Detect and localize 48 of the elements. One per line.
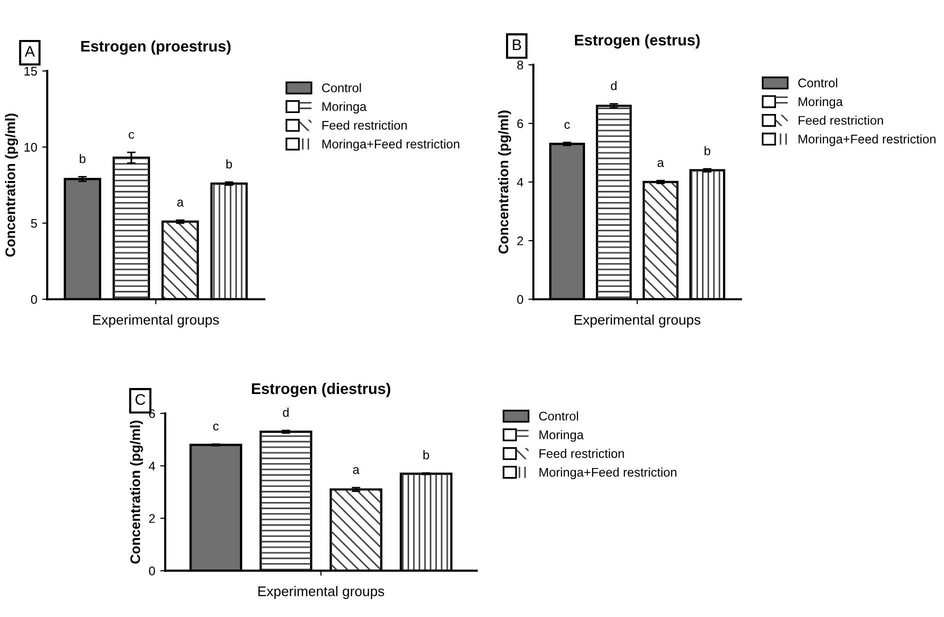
y-tick-label: 8 xyxy=(517,60,524,70)
data-label: d xyxy=(282,408,289,417)
legend-label: Control xyxy=(798,78,838,88)
y-tick-label: 0 xyxy=(517,295,524,304)
y-tick-label: 0 xyxy=(149,566,155,576)
chart-title: Estrogen (proestrus) xyxy=(81,40,231,55)
data-label: b xyxy=(80,154,86,164)
legend-label: Feed restriction xyxy=(798,116,884,125)
legend-label: Feed restriction xyxy=(322,120,407,130)
data-label: c xyxy=(564,122,570,129)
x-axis-title: Experimental groups xyxy=(574,314,700,328)
x-axis-title: Experimental groups xyxy=(258,586,384,599)
legend-label: Moringa xyxy=(322,102,367,114)
data-label: b xyxy=(704,146,710,156)
data-label: c xyxy=(213,424,219,430)
y-axis-title: Concentration (pg/ml) xyxy=(130,420,143,564)
text: B xyxy=(512,39,522,50)
y-tick-label: 6 xyxy=(517,119,524,128)
y-axis-title: Concentration (pg/ml) xyxy=(498,110,512,254)
y-tick-label: 10 xyxy=(24,142,37,152)
text: A xyxy=(24,46,35,57)
legend-label: Feed restriction xyxy=(540,448,624,458)
y-tick-label: 4 xyxy=(516,178,524,187)
y-tick-label: 15 xyxy=(24,66,37,76)
legend-label: Moringa+Feed restriction xyxy=(798,134,936,146)
chart-title: Estrogen (diestrus) xyxy=(252,382,390,398)
text: C xyxy=(136,394,146,405)
y-axis-title: Concentration (pg/ml) xyxy=(5,114,18,257)
y-tick-label: 4 xyxy=(148,462,156,470)
y-tick-label: 2 xyxy=(517,236,524,246)
data-label: c xyxy=(128,132,134,139)
y-tick-label: 2 xyxy=(149,514,155,523)
legend-label: Moringa+Feed restriction xyxy=(540,468,676,480)
x-axis-title: Experimental groups xyxy=(93,314,219,328)
data-label: a xyxy=(658,160,664,167)
data-label: d xyxy=(610,81,617,90)
y-tick-label: 0 xyxy=(31,295,37,304)
data-label: b xyxy=(423,450,430,460)
legend-label: Moringa+Feed restriction xyxy=(322,139,460,151)
data-label: a xyxy=(353,467,360,474)
legend-label: Control xyxy=(322,83,361,92)
legend-label: Moringa xyxy=(540,430,584,442)
legend-label: Moringa xyxy=(798,96,843,109)
chart-title: Estrogen (estrus) xyxy=(574,34,700,49)
y-tick-label: 5 xyxy=(31,219,37,228)
legend-label: Control xyxy=(539,411,578,421)
data-label: b xyxy=(226,159,232,168)
data-label: a xyxy=(177,200,184,207)
